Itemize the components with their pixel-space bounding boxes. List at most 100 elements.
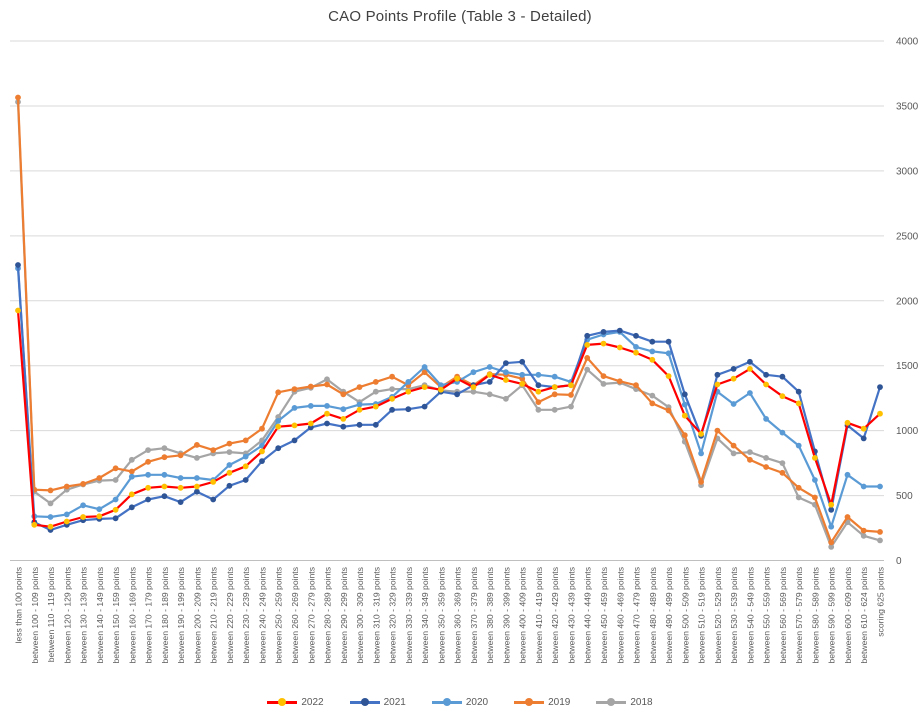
x-tick-label: between 270 - 279 points xyxy=(306,567,316,664)
series-marker-2019 xyxy=(259,425,265,432)
legend-label-2018: 2018 xyxy=(630,697,653,708)
series-marker-2018 xyxy=(860,532,867,539)
series-marker-2022 xyxy=(535,388,542,395)
series-marker-2018 xyxy=(389,386,395,392)
series-marker-2019 xyxy=(730,442,737,449)
series-marker-2018 xyxy=(112,477,119,483)
series-marker-2022 xyxy=(259,448,265,455)
x-tick-label: between 190 - 199 points xyxy=(176,567,186,664)
series-marker-2022 xyxy=(31,521,38,528)
series-marker-2022 xyxy=(877,410,883,417)
series-marker-2022 xyxy=(112,506,119,513)
series-marker-2022 xyxy=(470,384,477,390)
series-marker-2021 xyxy=(860,435,867,442)
series-marker-2020 xyxy=(747,390,753,396)
x-tick-label: between 450 - 459 points xyxy=(599,567,609,664)
series-marker-2019 xyxy=(63,483,70,490)
series-marker-2021 xyxy=(15,262,21,268)
x-tick-label: between 580 - 589 points xyxy=(810,567,820,664)
series-marker-2022 xyxy=(405,388,412,395)
y-tick-label: 2000 xyxy=(896,296,919,307)
series-marker-2021 xyxy=(584,332,591,339)
x-tick-label: between 400 - 409 points xyxy=(518,567,528,664)
series-marker-2019 xyxy=(568,392,574,398)
legend-swatch-2019 xyxy=(514,698,545,706)
x-tick-label: between 550 - 559 points xyxy=(762,567,772,664)
series-marker-2021 xyxy=(763,371,769,378)
x-tick-label: between 610 - 624 points xyxy=(859,567,869,664)
series-marker-2019 xyxy=(324,381,330,388)
series-marker-2020 xyxy=(681,401,688,408)
legend-marker-2019 xyxy=(525,698,534,706)
series-marker-2018 xyxy=(324,376,330,383)
series-marker-2021 xyxy=(519,358,526,365)
series-marker-2020 xyxy=(535,371,542,378)
series-marker-2022 xyxy=(356,406,363,413)
series-marker-2019 xyxy=(242,437,249,444)
series-marker-2022 xyxy=(128,491,135,498)
series-marker-2019 xyxy=(80,481,86,487)
series-marker-2019 xyxy=(161,454,168,461)
series-marker-2020 xyxy=(307,403,314,409)
series-marker-2022 xyxy=(503,377,509,383)
x-tick-label: between 410 - 419 points xyxy=(534,567,544,664)
series-marker-2020 xyxy=(649,348,656,355)
series-marker-2018 xyxy=(470,388,477,395)
x-tick-label: between 210 - 219 points xyxy=(209,567,219,664)
x-tick-label: between 330 - 339 points xyxy=(404,567,414,664)
series-marker-2022 xyxy=(242,463,249,470)
series-marker-2018 xyxy=(535,406,542,413)
legend-marker-2020 xyxy=(442,698,451,706)
series-marker-2019 xyxy=(616,378,623,385)
series-marker-2019 xyxy=(389,373,395,380)
x-tick-label: between 390 - 399 points xyxy=(501,567,511,664)
legend-label-2020: 2020 xyxy=(465,697,489,708)
series-line-2022 xyxy=(16,309,882,528)
series-marker-2019 xyxy=(535,399,542,405)
x-tick-label: between 520 - 529 points xyxy=(713,567,723,664)
chart-title: CAO Points Profile (Table 3 - Detailed) xyxy=(328,8,592,25)
x-tick-label: between 280 - 289 points xyxy=(323,567,333,664)
series-marker-2019 xyxy=(177,452,184,459)
series-marker-2018 xyxy=(161,445,168,452)
series-marker-2019 xyxy=(665,407,672,414)
series-marker-2018 xyxy=(584,366,591,373)
legend-item-2020: 2020 xyxy=(431,697,489,708)
x-tick-label: between 300 - 309 points xyxy=(355,567,365,664)
series-marker-2022 xyxy=(145,484,152,491)
series-marker-2019 xyxy=(584,355,591,361)
y-tick-label: 1000 xyxy=(896,426,919,437)
series-marker-2022 xyxy=(291,422,298,429)
legend-item-2019: 2019 xyxy=(514,697,570,708)
series-marker-2021 xyxy=(210,496,217,503)
series-marker-2022 xyxy=(486,371,493,378)
y-tick-label: 3000 xyxy=(896,166,919,177)
series-marker-2020 xyxy=(128,473,135,480)
y-tick-label: 0 xyxy=(896,556,902,567)
series-marker-2022 xyxy=(681,412,688,419)
series-marker-2020 xyxy=(551,373,558,380)
x-tick-label: between 420 - 429 points xyxy=(550,567,560,664)
series-marker-2022 xyxy=(844,419,851,426)
series-marker-2020 xyxy=(877,483,883,490)
legend-swatch-2020 xyxy=(431,698,462,706)
series-marker-2019 xyxy=(356,384,363,390)
series-marker-2021 xyxy=(194,488,200,495)
series-marker-2020 xyxy=(438,382,444,389)
series-marker-2020 xyxy=(503,369,509,376)
x-tick-label: between 370 - 379 points xyxy=(469,567,479,664)
series-marker-2022 xyxy=(551,384,558,390)
series-marker-2019 xyxy=(779,469,786,476)
series-marker-2021 xyxy=(454,391,460,398)
y-tick-label: 4000 xyxy=(896,37,919,48)
series-marker-2020 xyxy=(47,514,54,520)
series-marker-2020 xyxy=(161,471,168,478)
series-marker-2021 xyxy=(405,406,412,413)
series-marker-2020 xyxy=(291,405,298,411)
series-marker-2021 xyxy=(747,358,753,365)
x-tick-label: between 130 - 139 points xyxy=(79,567,89,664)
series-marker-2020 xyxy=(112,496,119,503)
series-marker-2021 xyxy=(633,332,639,339)
series-marker-2020 xyxy=(665,350,672,357)
x-tick-label: between 510 - 519 points xyxy=(697,567,707,664)
